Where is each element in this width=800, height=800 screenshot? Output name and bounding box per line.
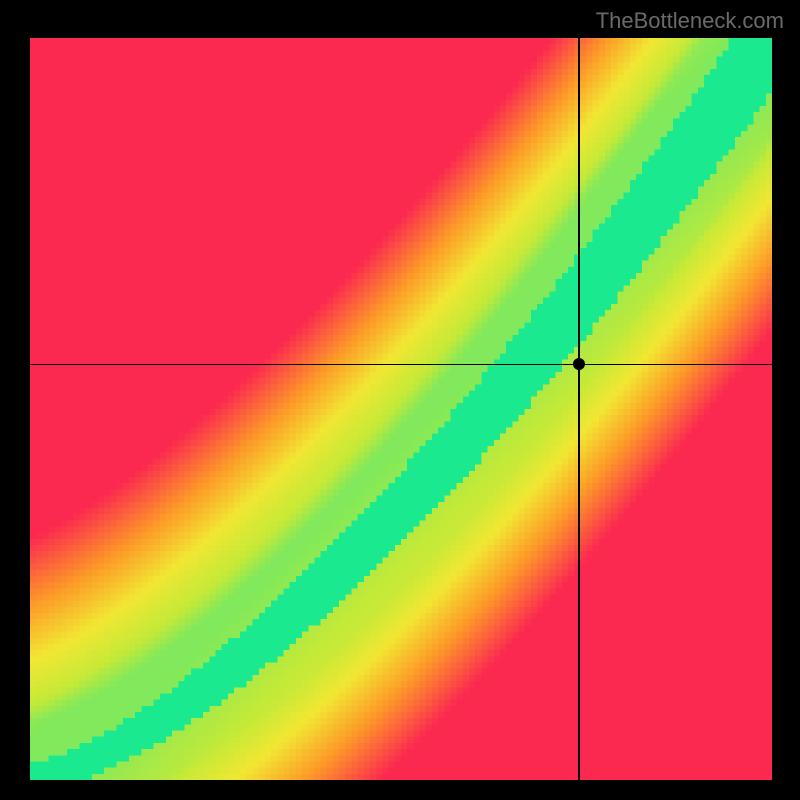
watermark-text: TheBottleneck.com xyxy=(596,8,784,34)
chart-container: { "canvas": { "width": 800, "height": 80… xyxy=(0,0,800,800)
heatmap-canvas xyxy=(30,38,772,780)
crosshair-horizontal xyxy=(30,364,772,366)
crosshair-vertical xyxy=(578,38,580,780)
